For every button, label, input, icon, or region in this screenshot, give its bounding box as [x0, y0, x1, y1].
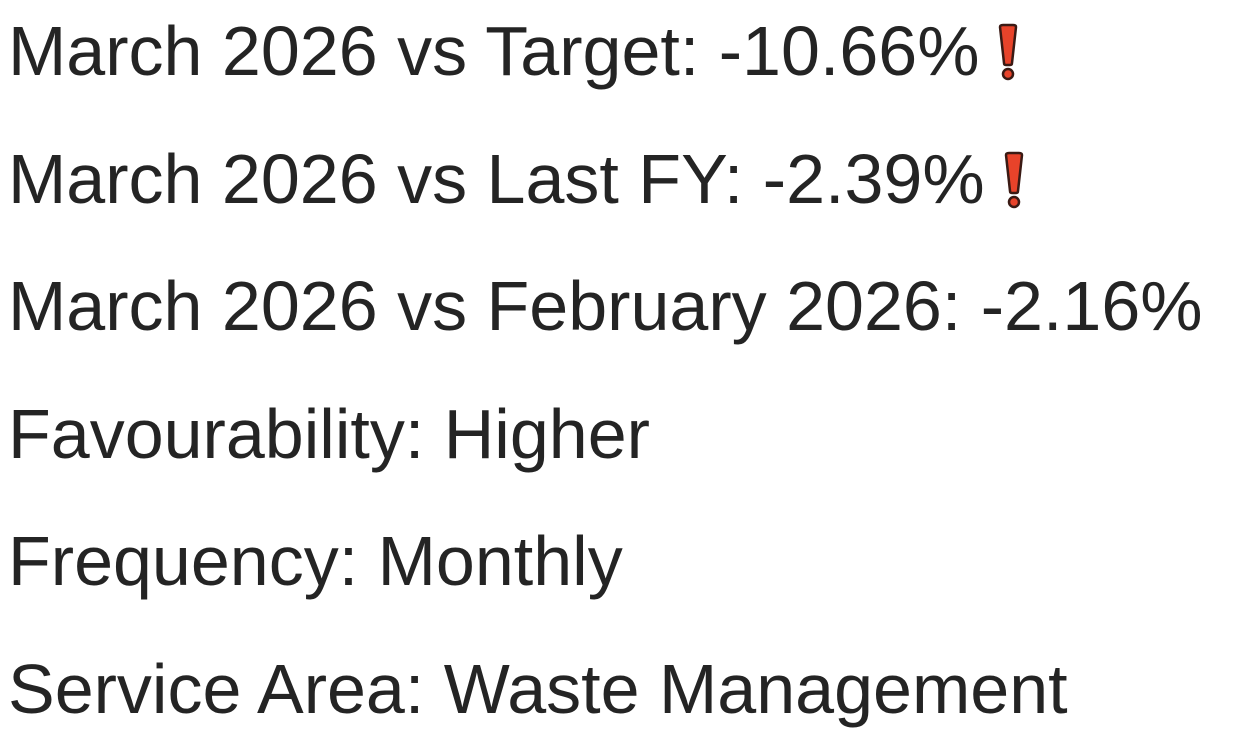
info-text: March 2026 vs Last FY: -2.39%	[8, 139, 985, 218]
info-line: March 2026 vs February 2026: -2.16%	[8, 242, 1249, 370]
alert-bar	[999, 23, 1018, 67]
alert-dot	[1007, 195, 1020, 208]
info-text: Frequency: Monthly	[8, 522, 623, 601]
alert-dot	[1002, 67, 1015, 81]
info-text: Favourability: Higher	[8, 394, 650, 473]
info-text: March 2026 vs Target: -10.66%	[8, 12, 980, 90]
info-line: March 2026 vs Last FY: -2.39%	[8, 115, 1249, 243]
info-line: Favourability: Higher	[8, 370, 1249, 498]
info-line: Service Area: Waste Management	[8, 625, 1249, 729]
alert-bar	[1004, 151, 1023, 194]
alert-icon	[999, 23, 1018, 81]
info-text: Service Area: Waste Management	[8, 649, 1068, 728]
info-line: Frequency: Monthly	[8, 497, 1249, 625]
info-line: March 2026 vs Target: -10.66%	[8, 0, 1249, 115]
alert-icon	[1004, 151, 1023, 208]
info-text: March 2026 vs February 2026: -2.16%	[8, 267, 1203, 346]
